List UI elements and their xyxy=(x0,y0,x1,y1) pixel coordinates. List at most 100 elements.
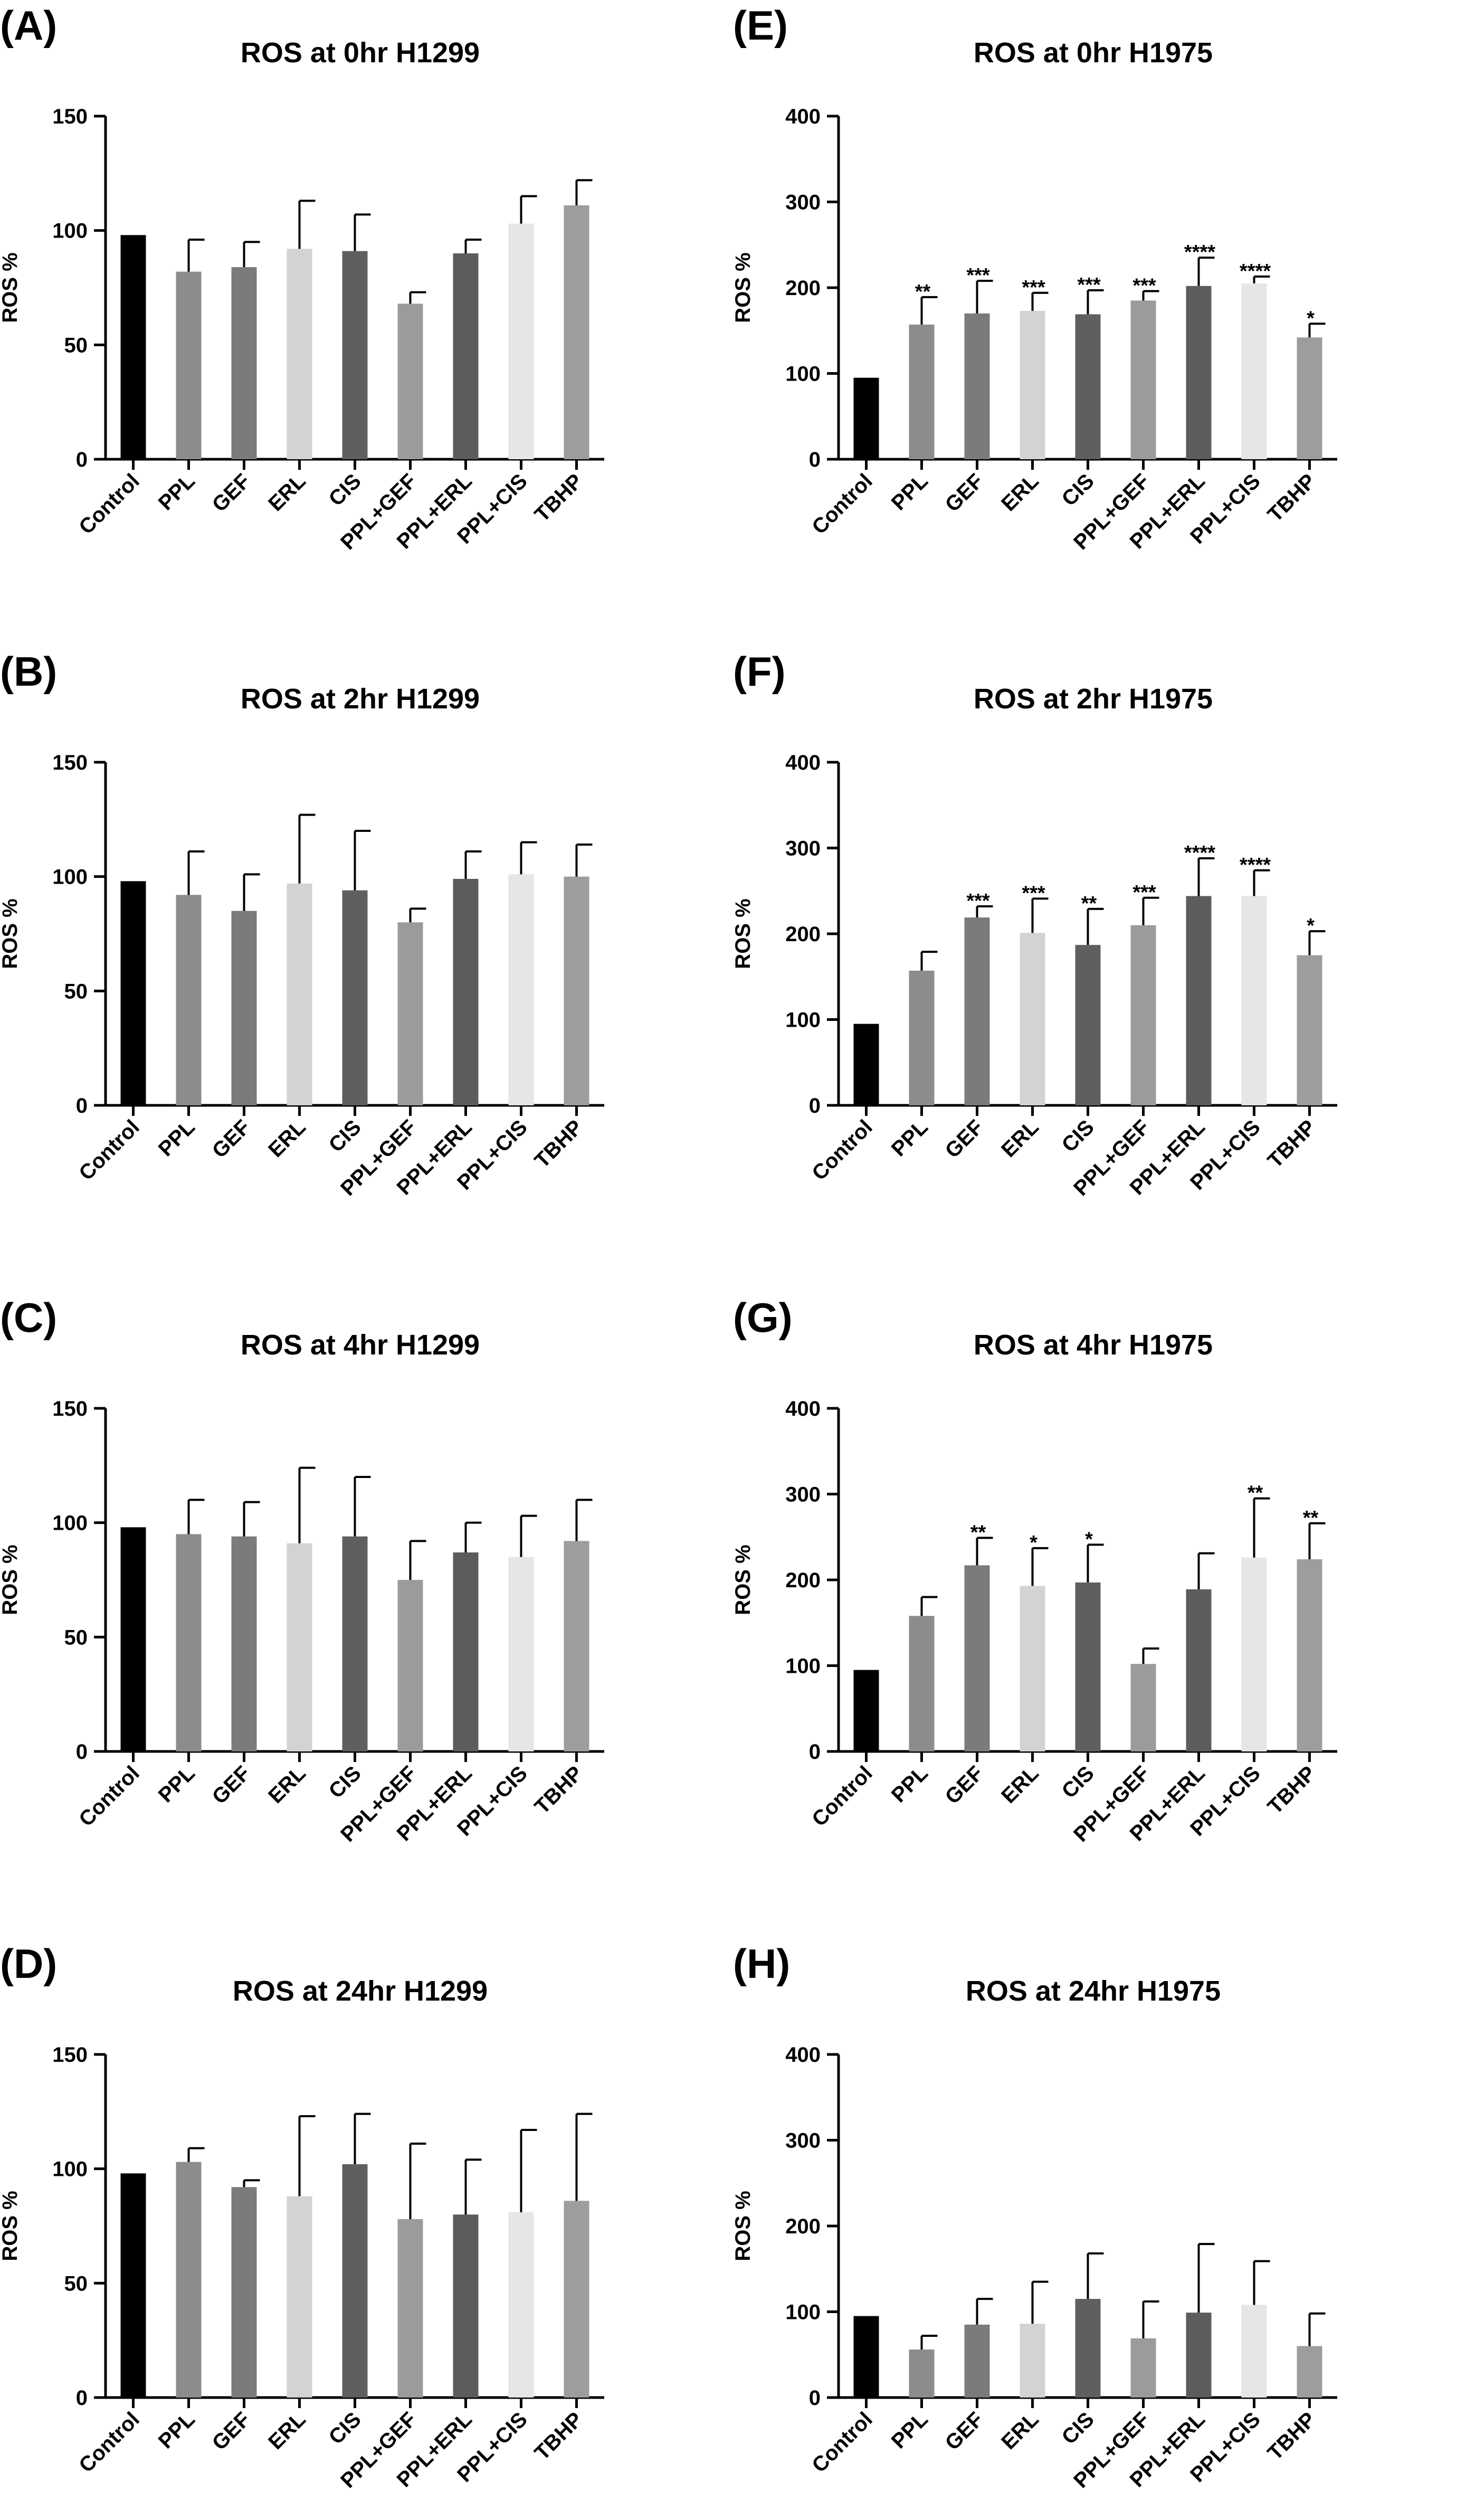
bar-control xyxy=(120,2173,146,2398)
y-axis-label: ROS % xyxy=(731,2191,755,2261)
bar-gef xyxy=(964,2324,990,2398)
y-tick-label: 150 xyxy=(52,2043,88,2067)
bar-ppl xyxy=(909,324,935,459)
bar-tbhp xyxy=(1297,2346,1322,2398)
bar-ppl-plus-cis xyxy=(1241,2305,1267,2398)
chart-title: ROS at 2hr H1975 xyxy=(974,683,1213,715)
bar-ppl xyxy=(176,895,202,1105)
y-tick-label: 300 xyxy=(785,1483,821,1507)
bar-control xyxy=(853,377,879,459)
x-tick-label: PPL xyxy=(154,469,199,515)
y-tick-label: 100 xyxy=(785,363,821,386)
bar-ppl-plus-cis xyxy=(1241,896,1267,1105)
y-axis-label: ROS % xyxy=(731,898,755,969)
bar-ppl-plus-erl xyxy=(1186,2313,1212,2398)
chart-panel-f: (F) ROS at 2hr H1975 ROS % 0 100 200 300 400 Con… xyxy=(731,648,1337,1200)
bar-ppl-plus-erl xyxy=(453,1552,479,1751)
bar-ppl-plus-erl xyxy=(1186,286,1212,459)
bar-control xyxy=(853,2316,879,2398)
panel-letter: (G) xyxy=(733,1294,793,1341)
bar-tbhp xyxy=(1297,337,1322,459)
x-tick-label: CIS xyxy=(325,2408,366,2449)
panel-letter: (A) xyxy=(0,2,57,49)
bar-ppl-plus-gef xyxy=(397,304,423,459)
y-tick-label: 200 xyxy=(785,1569,821,1592)
bar-ppl-plus-erl xyxy=(453,253,479,459)
x-tick-label: CIS xyxy=(325,1761,366,1803)
bar-tbhp xyxy=(564,205,589,459)
y-tick-label: 100 xyxy=(785,1009,821,1032)
chart-panel-h: (H) ROS at 24hr H1975 ROS % 0 100 200 300 400 Co… xyxy=(731,1940,1337,2493)
significance-marker: **** xyxy=(1240,854,1271,876)
x-tick-label: TBHP xyxy=(530,1761,587,1818)
x-tick-label: TBHP xyxy=(530,469,587,526)
x-tick-label: Control xyxy=(74,2408,144,2477)
y-tick-label: 0 xyxy=(809,448,821,471)
significance-marker: *** xyxy=(1132,882,1156,904)
chart-panel-a: (A) ROS at 0hr H1299 ROS % 0 50 100 150 Control… xyxy=(0,2,604,554)
x-tick-label: Control xyxy=(807,469,877,539)
x-tick-label: CIS xyxy=(1058,1115,1099,1157)
significance-marker: *** xyxy=(1077,274,1101,296)
x-tick-label: TBHP xyxy=(1263,469,1320,526)
bar-erl xyxy=(1020,310,1045,459)
y-tick-label: 50 xyxy=(64,334,88,357)
bar-ppl-plus-erl xyxy=(1186,896,1212,1105)
chart-title: ROS at 2hr H1299 xyxy=(241,683,480,715)
bar-cis xyxy=(1075,1582,1101,1751)
y-tick-label: 50 xyxy=(64,980,88,1003)
y-tick-label: 0 xyxy=(809,1094,821,1117)
bar-cis xyxy=(342,2164,368,2398)
x-tick-label: GEF xyxy=(941,1115,988,1162)
bar-ppl xyxy=(909,970,935,1105)
panel-letter: (F) xyxy=(733,648,786,695)
y-axis-label: ROS % xyxy=(0,2191,22,2261)
bar-ppl-plus-gef xyxy=(1130,300,1156,459)
y-tick-label: 300 xyxy=(785,837,821,860)
significance-marker: ** xyxy=(1081,893,1097,915)
y-tick-label: 0 xyxy=(809,1740,821,1764)
y-axis-label: ROS % xyxy=(0,252,22,323)
significance-marker: * xyxy=(1307,307,1315,329)
chart-title: ROS at 4hr H1299 xyxy=(241,1329,480,1361)
bar-tbhp xyxy=(1297,955,1322,1105)
bar-gef xyxy=(231,1536,257,1751)
y-tick-label: 0 xyxy=(76,448,88,471)
bar-control xyxy=(853,1670,879,1751)
bar-cis xyxy=(1075,945,1101,1105)
bar-cis xyxy=(1075,314,1101,459)
bar-gef xyxy=(964,917,990,1105)
bar-ppl-plus-gef xyxy=(1130,925,1156,1105)
bar-tbhp xyxy=(564,876,589,1105)
significance-marker: *** xyxy=(1022,882,1045,904)
x-tick-label: ERL xyxy=(997,1761,1043,1808)
panel-letter: (E) xyxy=(733,2,788,49)
x-tick-label: Control xyxy=(74,1115,144,1185)
y-tick-label: 200 xyxy=(785,2215,821,2238)
bar-gef xyxy=(231,2187,257,2398)
bar-ppl-plus-erl xyxy=(453,879,479,1105)
x-tick-label: TBHP xyxy=(1263,1761,1320,1818)
x-tick-label: TBHP xyxy=(1263,2408,1320,2465)
bar-erl xyxy=(287,2196,312,2398)
x-tick-label: PPL xyxy=(887,1761,932,1807)
significance-marker: ** xyxy=(915,281,931,303)
bar-gef xyxy=(231,267,257,459)
significance-marker: * xyxy=(1030,1532,1037,1554)
significance-marker: **** xyxy=(1184,241,1215,263)
x-tick-label: GEF xyxy=(941,469,988,516)
bar-erl xyxy=(287,883,312,1105)
bar-gef xyxy=(231,911,257,1105)
bar-tbhp xyxy=(1297,1559,1322,1751)
bar-ppl-plus-erl xyxy=(1186,1589,1212,1751)
y-tick-label: 0 xyxy=(76,1740,88,1764)
x-tick-label: GEF xyxy=(208,2408,255,2455)
y-tick-label: 100 xyxy=(785,2301,821,2324)
y-tick-label: 0 xyxy=(809,2386,821,2410)
x-tick-label: Control xyxy=(74,469,144,539)
y-axis-label: ROS % xyxy=(731,1545,755,1615)
x-tick-label: ERL xyxy=(264,1761,310,1808)
y-tick-label: 100 xyxy=(52,220,88,243)
y-tick-label: 400 xyxy=(785,2043,821,2067)
bar-cis xyxy=(342,251,368,459)
